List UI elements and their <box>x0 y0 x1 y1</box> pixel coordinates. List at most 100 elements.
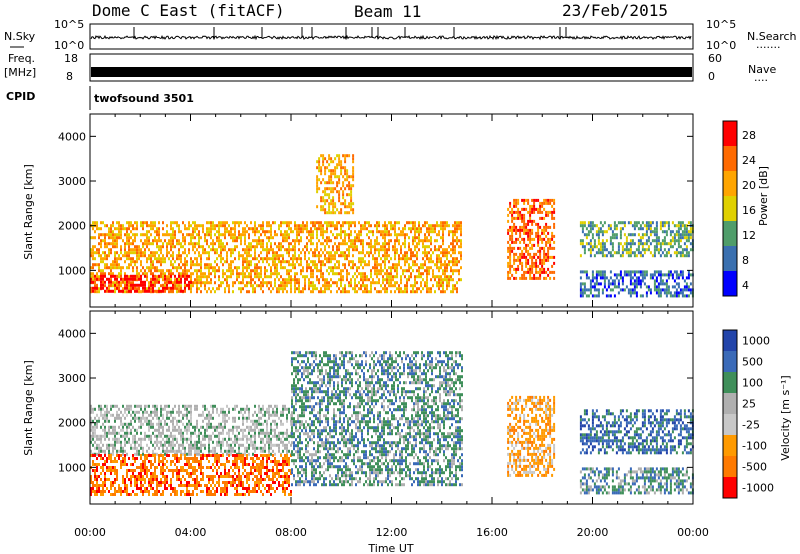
echo-cell <box>406 257 408 261</box>
echo-cell <box>284 236 286 240</box>
nsky-trace <box>90 27 692 41</box>
echo-cell <box>220 449 222 453</box>
echo-cell <box>134 251 136 255</box>
echo-cell <box>192 245 194 249</box>
echo-cell <box>204 416 206 420</box>
echo-cell <box>380 284 382 288</box>
echo-cell <box>677 276 680 280</box>
echo-cell <box>178 410 180 414</box>
echo-cell <box>260 227 262 231</box>
echo-cell <box>128 239 130 243</box>
echo-cell <box>116 266 118 270</box>
echo-cell <box>108 428 110 432</box>
echo-cell <box>611 288 614 292</box>
echo-cell <box>663 242 666 246</box>
echo-cell <box>96 484 98 487</box>
echo-cell <box>188 269 190 273</box>
echo-cell <box>537 270 540 274</box>
echo-cell <box>438 278 440 282</box>
echo-cell <box>308 287 310 291</box>
echo-cell <box>230 251 232 255</box>
echo-cell <box>202 437 204 441</box>
echo-cell <box>649 233 652 237</box>
echo-cell <box>336 266 338 270</box>
echo-cell <box>358 257 360 261</box>
echo-cell <box>310 242 312 246</box>
echo-cell <box>661 279 664 283</box>
echo-cell <box>238 236 240 240</box>
echo-cell <box>513 258 516 262</box>
echo-cell <box>627 291 630 295</box>
echo-cell <box>350 224 352 228</box>
echo-cell <box>460 227 462 231</box>
echo-cell <box>677 239 680 243</box>
echo-cell <box>94 440 96 444</box>
power-echoes <box>90 154 694 298</box>
echo-cell <box>160 404 162 408</box>
echo-cell <box>595 230 598 234</box>
echo-cell <box>204 251 206 255</box>
echo-cell <box>204 434 206 438</box>
echo-cell <box>444 272 446 276</box>
echo-region <box>579 221 694 258</box>
echo-cell <box>396 236 398 240</box>
echo-cell <box>160 239 162 243</box>
echo-cell <box>280 413 282 417</box>
echo-cell <box>206 290 208 294</box>
echo-cell <box>595 270 598 274</box>
echo-cell <box>408 248 410 252</box>
echo-cell <box>288 263 290 267</box>
echo-cell <box>94 277 96 281</box>
echo-cell <box>240 287 242 291</box>
echo-cell <box>248 245 250 249</box>
echo-cell <box>677 233 680 237</box>
echo-cell <box>162 283 164 287</box>
echo-cell <box>326 211 329 215</box>
echo-cell <box>316 181 319 185</box>
echo-cell <box>517 213 520 217</box>
echo-cell <box>599 251 602 255</box>
echo-cell <box>262 413 264 417</box>
echo-cell <box>258 278 260 282</box>
echo-cell <box>190 443 192 447</box>
echo-cell <box>344 199 347 203</box>
echo-cell <box>150 254 152 258</box>
echo-cell <box>214 227 216 231</box>
echo-cell <box>94 263 96 267</box>
echo-cell <box>252 269 254 273</box>
echo-cell <box>100 245 102 249</box>
echo-cell <box>551 204 554 208</box>
echo-cell <box>242 407 244 411</box>
echo-cell <box>623 273 626 277</box>
echo-cell <box>174 443 176 447</box>
echo-cell <box>595 273 598 277</box>
echo-cell <box>687 285 690 289</box>
echo-cell <box>148 446 150 450</box>
echo-cell <box>222 248 224 252</box>
echo-cell <box>128 251 130 255</box>
echo-cell <box>106 443 108 447</box>
echo-cell <box>338 175 341 179</box>
echo-cell <box>268 434 270 438</box>
echo-cell <box>350 184 353 188</box>
echo-cell <box>204 263 206 267</box>
echo-cell <box>302 269 304 273</box>
echo-cell <box>198 263 200 267</box>
echo-cell <box>104 280 106 284</box>
echo-cell <box>320 248 322 252</box>
echo-cell <box>679 233 682 237</box>
echo-cell <box>134 440 136 444</box>
echo-cell <box>320 208 323 212</box>
echo-cell <box>643 251 646 255</box>
echo-cell <box>152 283 154 287</box>
echo-cell <box>264 446 266 450</box>
echo-cell <box>623 270 626 274</box>
echo-cell <box>294 245 296 249</box>
echo-cell <box>541 204 544 208</box>
echo-cell <box>551 237 554 241</box>
echo-cell <box>260 269 262 273</box>
echo-cell <box>132 227 134 231</box>
echo-cell <box>533 252 536 256</box>
echo-cell <box>246 419 248 423</box>
